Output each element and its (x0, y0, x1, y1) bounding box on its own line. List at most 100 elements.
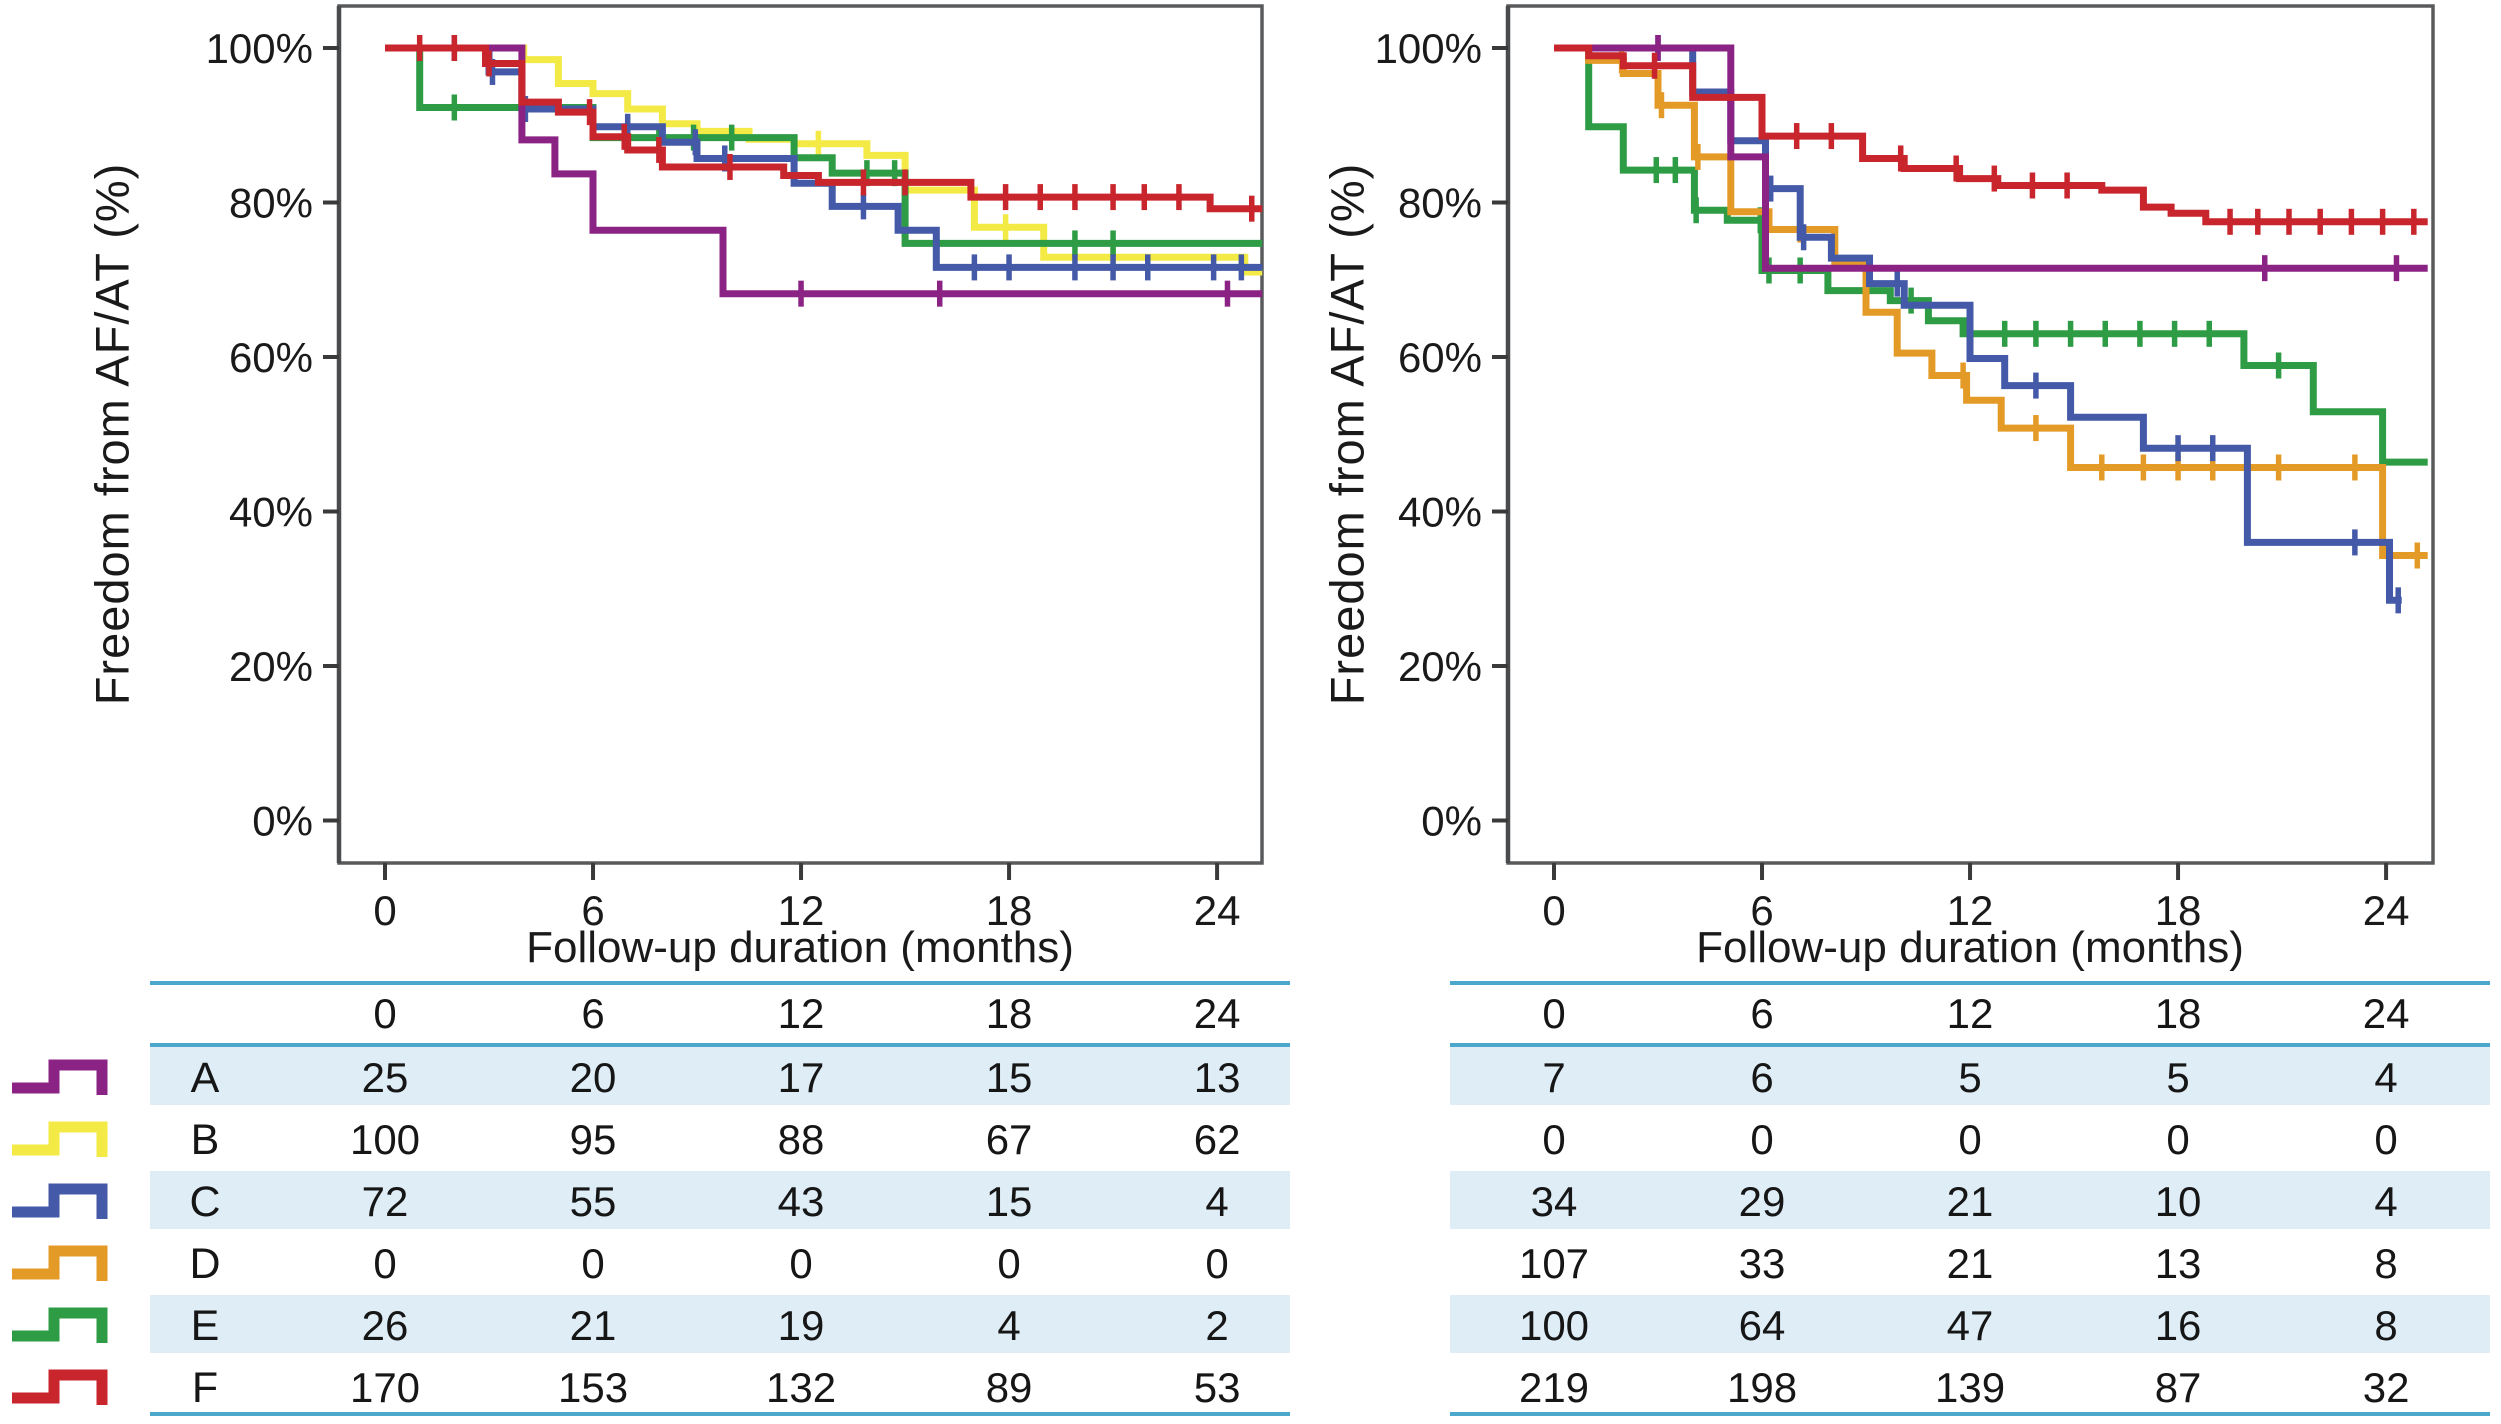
table-rule-header (1450, 1043, 2490, 1047)
risk-count-cell: 219 (1518, 1364, 1590, 1411)
legend-step-path-D (12, 1245, 108, 1281)
risk-count-cell: 21 (1946, 1178, 1994, 1225)
risk-count-cell: 64 (1738, 1302, 1786, 1349)
risk-col-header: 24 (1193, 990, 1241, 1037)
risk-count-cell: 26 (361, 1302, 409, 1349)
y-tick-label: 60% (229, 334, 313, 381)
risk-count-cell: 8 (2374, 1240, 2398, 1287)
risk-row-band-A (150, 1047, 1290, 1105)
km-curve-F (1554, 44, 2428, 226)
risk-count-cell: 17 (777, 1054, 825, 1101)
km-curve-C (1554, 44, 2402, 604)
y-tick-label: 40% (1398, 489, 1482, 536)
y-tick-label: 100% (1375, 25, 1482, 72)
table-rule-bottom (1450, 1412, 2490, 1416)
risk-col-header: 18 (2154, 990, 2202, 1037)
risk-count-cell: 15 (985, 1178, 1033, 1225)
risk-count-cell: 0 (2166, 1116, 2190, 1163)
risk-row-band-F (150, 1357, 1290, 1415)
risk-count-cell: 29 (1738, 1178, 1786, 1225)
risk-count-cell: 0 (2374, 1116, 2398, 1163)
km-panel-left: 100% 80% 60% 40% 20% 0% 0 6 12 18 24 (206, 4, 1264, 934)
risk-count-cell: 5 (1958, 1054, 1982, 1101)
x-tick-label: 0 (1542, 887, 1565, 934)
risk-row-label-E: E (190, 1302, 220, 1350)
legend-step-path-A (12, 1059, 108, 1095)
risk-count-cell: 153 (557, 1364, 629, 1411)
risk-count-cell: 32 (2362, 1364, 2410, 1411)
risk-col-header: 24 (2362, 990, 2410, 1037)
risk-count-cell: 16 (2154, 1302, 2202, 1349)
risk-col-header: 12 (777, 990, 825, 1037)
risk-count-cell: 67 (985, 1116, 1033, 1163)
legend-step-icon-D (12, 1245, 108, 1281)
risk-row-band-A (1450, 1047, 2490, 1105)
risk-col-header: 18 (985, 990, 1033, 1037)
risk-count-cell: 55 (569, 1178, 617, 1225)
x-tick-label: 18 (2155, 887, 2202, 934)
risk-count-cell: 100 (1518, 1302, 1590, 1349)
km-curve-A (1554, 44, 2428, 272)
risk-count-cell: 107 (1518, 1240, 1590, 1287)
risk-count-cell: 15 (985, 1054, 1033, 1101)
x-axis-title-left: Follow-up duration (months) (526, 923, 1074, 972)
risk-count-cell: 25 (361, 1054, 409, 1101)
risk-row-label-F: F (191, 1364, 219, 1412)
risk-count-cell: 21 (1946, 1240, 1994, 1287)
risk-count-cell: 4 (2374, 1178, 2398, 1225)
risk-count-cell: 100 (349, 1116, 421, 1163)
risk-count-cell: 0 (789, 1240, 813, 1287)
risk-row-label-B: B (190, 1116, 220, 1164)
risk-row-band-B (150, 1109, 1290, 1167)
risk-row-label-A: A (190, 1054, 220, 1102)
risk-count-cell: 7 (1542, 1054, 1566, 1101)
risk-count-cell: 88 (777, 1116, 825, 1163)
risk-row-band-C (1450, 1171, 2490, 1229)
risk-count-cell: 13 (1193, 1054, 1241, 1101)
risk-count-cell: 0 (581, 1240, 605, 1287)
table-rule-top (150, 981, 1290, 985)
risk-count-cell: 72 (361, 1178, 409, 1225)
x-tick-label: 6 (581, 887, 604, 934)
x-tick-label: 6 (1750, 887, 1773, 934)
risk-row-band-D (150, 1233, 1290, 1291)
risk-count-cell: 4 (997, 1302, 1021, 1349)
risk-col-header: 6 (581, 990, 605, 1037)
risk-count-cell: 0 (997, 1240, 1021, 1287)
risk-count-cell: 4 (2374, 1054, 2398, 1101)
risk-count-cell: 95 (569, 1116, 617, 1163)
risk-row-label-C: C (189, 1178, 221, 1226)
km-curve-D (1554, 44, 2428, 559)
y-tick-label: 60% (1398, 334, 1482, 381)
risk-count-cell: 8 (2374, 1302, 2398, 1349)
risk-count-cell: 0 (1958, 1116, 1982, 1163)
x-axis-title-right: Follow-up duration (months) (1696, 923, 2244, 972)
risk-count-cell: 62 (1193, 1116, 1241, 1163)
table-rule-bottom (150, 1412, 1290, 1416)
risk-count-cell: 139 (1934, 1364, 2006, 1411)
y-tick-label: 0% (252, 798, 313, 845)
y-tick-label: 40% (229, 489, 313, 536)
risk-col-header: 12 (1946, 990, 1994, 1037)
risk-count-cell: 34 (1530, 1178, 1578, 1225)
legend-step-icon-A (12, 1059, 108, 1095)
risk-count-cell: 21 (569, 1302, 617, 1349)
legend-step-icon-C (12, 1183, 108, 1219)
legend-step-path-C (12, 1183, 108, 1219)
risk-count-cell: 13 (2154, 1240, 2202, 1287)
x-tick-label: 12 (778, 887, 825, 934)
risk-col-header: 6 (1750, 990, 1774, 1037)
y-tick-label: 0% (1421, 798, 1482, 845)
y-tick-label: 80% (1398, 180, 1482, 227)
km-curve-F (385, 44, 1263, 213)
risk-row-band-C (150, 1171, 1290, 1229)
risk-count-cell: 132 (765, 1364, 837, 1411)
risk-row-band-E (1450, 1295, 2490, 1353)
risk-count-cell: 33 (1738, 1240, 1786, 1287)
risk-count-cell: 0 (1750, 1116, 1774, 1163)
x-tick-label: 12 (1947, 887, 1994, 934)
y-tick-label: 100% (206, 25, 313, 72)
km-curve-E (1554, 44, 2428, 466)
risk-count-cell: 0 (373, 1240, 397, 1287)
risk-row-label-D: D (189, 1240, 221, 1288)
